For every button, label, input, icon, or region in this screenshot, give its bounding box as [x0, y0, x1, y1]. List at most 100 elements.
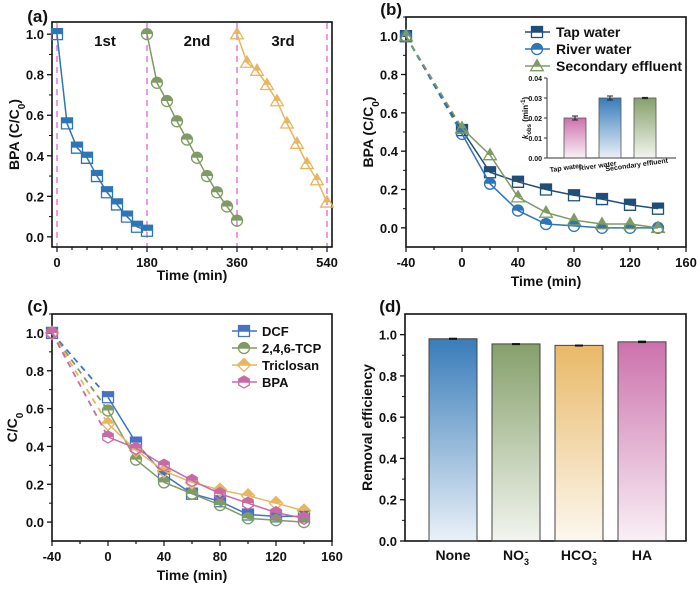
data-point — [150, 76, 164, 89]
marker-outline — [212, 482, 228, 498]
marker-outline — [140, 28, 154, 41]
cycle-label: 2nd — [184, 33, 211, 50]
panel-label: (c) — [27, 297, 48, 316]
data-point — [213, 498, 227, 512]
marker-fill — [458, 121, 466, 129]
series-triangle — [229, 26, 335, 208]
data-point — [511, 204, 525, 217]
legend-label: DCF — [262, 324, 289, 339]
legend-label: Tap water — [556, 24, 621, 40]
marker-outline — [210, 186, 224, 199]
error-bar — [449, 337, 457, 340]
marker-outline — [90, 169, 104, 183]
data-point — [90, 169, 104, 183]
marker-fill — [323, 196, 331, 203]
marker-fill — [273, 94, 281, 102]
data-point — [200, 169, 214, 183]
y-tick-label: 0.0 — [26, 515, 44, 530]
y-tick-label: 0.4 — [26, 439, 45, 454]
x-tick-label: 0 — [53, 255, 60, 270]
data-point — [511, 175, 525, 188]
panel-c: (c) 0.0 0.2 0.4 0.6 0.8 1.0 -40 0 40 80 120 160 Time … — [4, 297, 343, 583]
marker-outline — [269, 93, 285, 107]
marker-outline — [186, 473, 198, 488]
marker-fill — [186, 474, 198, 481]
y-tick-label: 1.0 — [379, 328, 397, 343]
data-point — [539, 183, 553, 196]
data-point — [309, 172, 325, 186]
marker-outline — [298, 511, 310, 526]
series-dark-phase-line — [51, 332, 109, 438]
series-dark-phase-line — [405, 35, 463, 135]
bar: HCO3- — [554, 344, 604, 567]
y-tick-label: 0.4 — [380, 144, 399, 159]
series-dark-phase-line — [405, 35, 463, 129]
data-point — [140, 28, 154, 41]
series-line — [146, 34, 238, 222]
y-axis-label: BPA (C/C0) — [6, 99, 28, 170]
legend-label: Secondary effluent — [556, 58, 682, 74]
legend-marker — [529, 58, 545, 72]
marker-fill — [270, 506, 282, 513]
marker-outline — [623, 198, 637, 211]
marker-outline — [150, 76, 164, 89]
marker-fill — [91, 170, 103, 177]
marker-outline — [130, 220, 144, 233]
x-tick-label: 540 — [316, 255, 338, 270]
marker-outline — [595, 192, 609, 206]
legend-label: River water — [556, 41, 632, 57]
data-point — [101, 404, 115, 417]
x-axis-label: Time (min) — [511, 273, 582, 289]
panel-label: (a) — [27, 7, 48, 26]
marker-outline — [539, 217, 553, 231]
marker-fill — [238, 375, 250, 382]
marker-fill — [624, 199, 636, 205]
y-tick-label: 0.4 — [379, 451, 398, 466]
inset-bar — [563, 115, 587, 159]
data-point — [242, 496, 254, 510]
marker-fill — [596, 193, 608, 200]
marker-outline — [237, 324, 251, 338]
marker-outline — [213, 498, 227, 512]
marker-outline — [130, 441, 142, 456]
inset-bar — [598, 95, 622, 159]
data-point — [210, 186, 224, 199]
marker-fill — [654, 221, 662, 228]
marker-fill — [131, 221, 143, 227]
data-point — [595, 192, 609, 206]
inset-bar-rect — [563, 117, 587, 159]
marker-fill — [568, 189, 580, 196]
data-point — [212, 482, 228, 498]
data-point — [130, 441, 142, 456]
marker-outline — [483, 177, 497, 190]
inset-y-tick-label: 0.00 — [528, 156, 542, 163]
data-point — [140, 224, 154, 237]
marker-fill — [238, 325, 250, 331]
series-line — [107, 410, 305, 523]
marker-outline — [158, 458, 170, 473]
marker-outline — [594, 216, 610, 230]
marker-outline — [279, 115, 295, 129]
marker-outline — [530, 42, 544, 56]
marker-outline — [529, 58, 545, 72]
legend: DCF 2,4,6-TCP Triclosan BPA — [232, 324, 322, 390]
y-tick-label: 0.8 — [26, 364, 44, 379]
marker-outline — [236, 357, 252, 373]
legend-marker — [238, 375, 250, 389]
series-dark-phase-line — [51, 332, 109, 398]
series-secondary-effluent — [398, 28, 666, 234]
x-tick-label: 120 — [619, 255, 641, 270]
marker-outline — [101, 391, 115, 404]
marker-fill — [269, 496, 283, 504]
series-line — [107, 436, 305, 520]
y-tick-label: 1.0 — [26, 27, 44, 42]
panel-label: (b) — [380, 0, 402, 19]
data-point — [269, 93, 285, 107]
x-tick-label: 80 — [567, 255, 581, 270]
panel-b: (b) 0.0 0.2 0.4 0.6 0.8 1.0 -40 0 40 80 120 160 Time … — [360, 0, 697, 289]
data-point — [241, 512, 255, 525]
marker-fill — [598, 217, 606, 224]
